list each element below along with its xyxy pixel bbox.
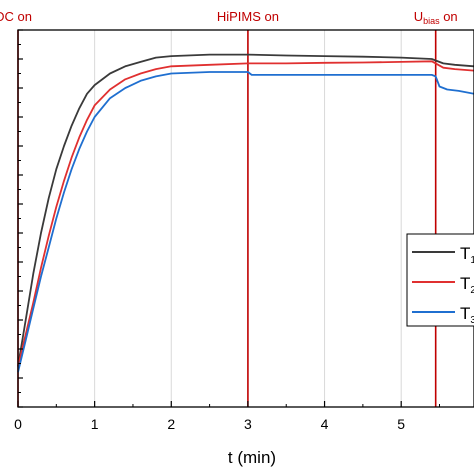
legend-box xyxy=(406,233,474,327)
x-tick-label-5: 5 xyxy=(397,416,405,432)
x-axis-title: t (min) xyxy=(228,448,276,467)
event-label-2: Ubias on xyxy=(414,9,458,26)
legend-label-2: T2 xyxy=(460,274,474,296)
legend-label-1: T1 xyxy=(460,244,474,266)
event-label-0: DC on xyxy=(0,9,32,24)
x-tick-label-3: 3 xyxy=(244,416,252,432)
legend-label-3: T3 xyxy=(460,304,474,326)
x-tick-label-1: 1 xyxy=(91,416,99,432)
axis-layer: 0 1 2 3 4 5 xyxy=(14,29,474,432)
event-label-1: HiPIMS on xyxy=(217,9,279,24)
series-layer xyxy=(17,53,474,373)
series-line-1 xyxy=(17,53,474,367)
legend: T1 T2 T3 xyxy=(406,233,474,327)
x-tick-label-0: 0 xyxy=(14,416,22,432)
series-line-3 xyxy=(17,71,474,373)
series-line-2 xyxy=(17,60,474,367)
x-tick-label-4: 4 xyxy=(321,416,329,432)
x-tick-label-2: 2 xyxy=(167,416,175,432)
